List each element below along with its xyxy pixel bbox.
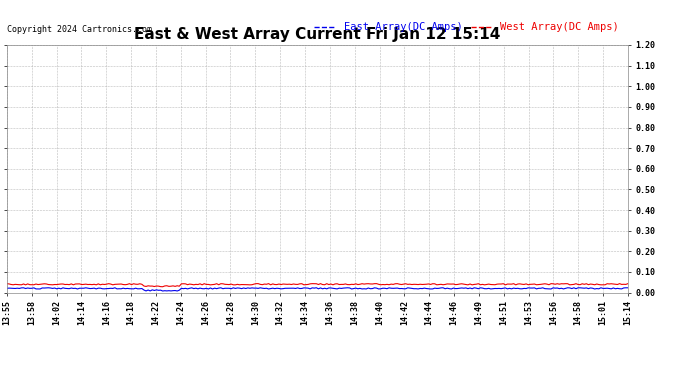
Legend: East Array(DC Amps), West Array(DC Amps): East Array(DC Amps), West Array(DC Amps) xyxy=(310,18,622,36)
Title: East & West Array Current Fri Jan 12 15:14: East & West Array Current Fri Jan 12 15:… xyxy=(135,27,500,42)
Text: Copyright 2024 Cartronics.com: Copyright 2024 Cartronics.com xyxy=(7,25,152,34)
